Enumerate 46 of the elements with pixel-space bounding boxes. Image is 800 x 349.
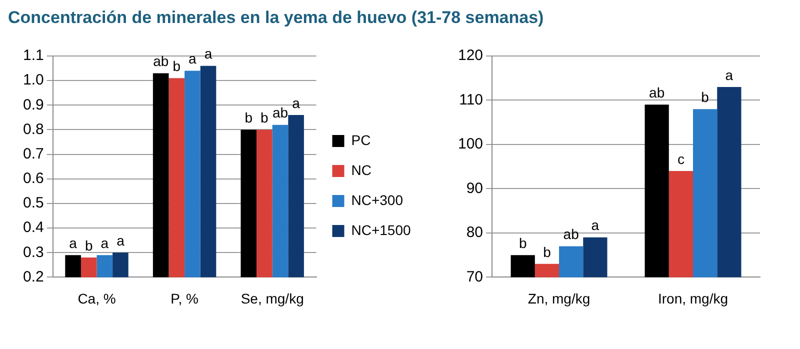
data-label: b [172, 58, 181, 74]
y-tick-label: 1.1 [22, 47, 44, 64]
data-label: ab [272, 104, 288, 121]
x-tick-label: Ca, % [78, 290, 116, 306]
y-tick-label: 80 [466, 224, 484, 242]
y-tick-label: 0.4 [22, 219, 44, 236]
data-label: b [518, 234, 527, 251]
data-label: b [84, 237, 93, 254]
data-label: b [260, 110, 269, 126]
data-label: ab [649, 84, 665, 101]
data-label: a [116, 232, 125, 248]
y-tick-label: 1.0 [22, 72, 44, 89]
data-label: a [725, 66, 734, 83]
data-label: a [100, 234, 109, 251]
data-label: a [69, 234, 78, 251]
y-tick-label: 90 [466, 180, 484, 197]
y-tick-label: 0.7 [22, 145, 44, 162]
data-label: b [701, 88, 710, 105]
data-label: a [591, 217, 600, 234]
x-tick-label: Zn, mg/kg [528, 290, 590, 306]
x-tick-label: Se, mg/kg [240, 290, 304, 306]
y-tick-label: 110 [459, 91, 484, 108]
data-label: b [244, 110, 253, 126]
data-label: ab [153, 53, 169, 70]
y-tick-label: 0.2 [22, 268, 44, 286]
x-tick-label: P, % [170, 290, 198, 306]
y-tick-label: 0.6 [22, 170, 44, 188]
y-tick-label: 70 [466, 268, 484, 286]
y-tick-label: 0.9 [22, 96, 44, 114]
x-tick-label: Iron, mg/kg [658, 290, 728, 306]
data-label: a [204, 46, 212, 62]
legend-label: NC+300 [351, 192, 404, 208]
y-tick-label: 120 [458, 47, 484, 64]
data-label: ab [563, 226, 580, 242]
legend-label: NC [351, 162, 372, 178]
data-label: b [543, 244, 552, 260]
data-label: a [188, 50, 197, 67]
legend-label: NC+1500 [351, 222, 412, 238]
y-tick-label: 0.3 [22, 244, 44, 261]
y-tick-label: 0.8 [22, 120, 44, 138]
y-tick-label: 0.5 [22, 194, 44, 212]
y-tick-label: 100 [458, 136, 484, 153]
data-label: a [292, 94, 300, 111]
legend-label: PC [351, 132, 371, 148]
chart-title: Concentración de minerales en la yema de huevo (31-78 semanas) [8, 8, 544, 28]
data-label: c [677, 150, 684, 167]
